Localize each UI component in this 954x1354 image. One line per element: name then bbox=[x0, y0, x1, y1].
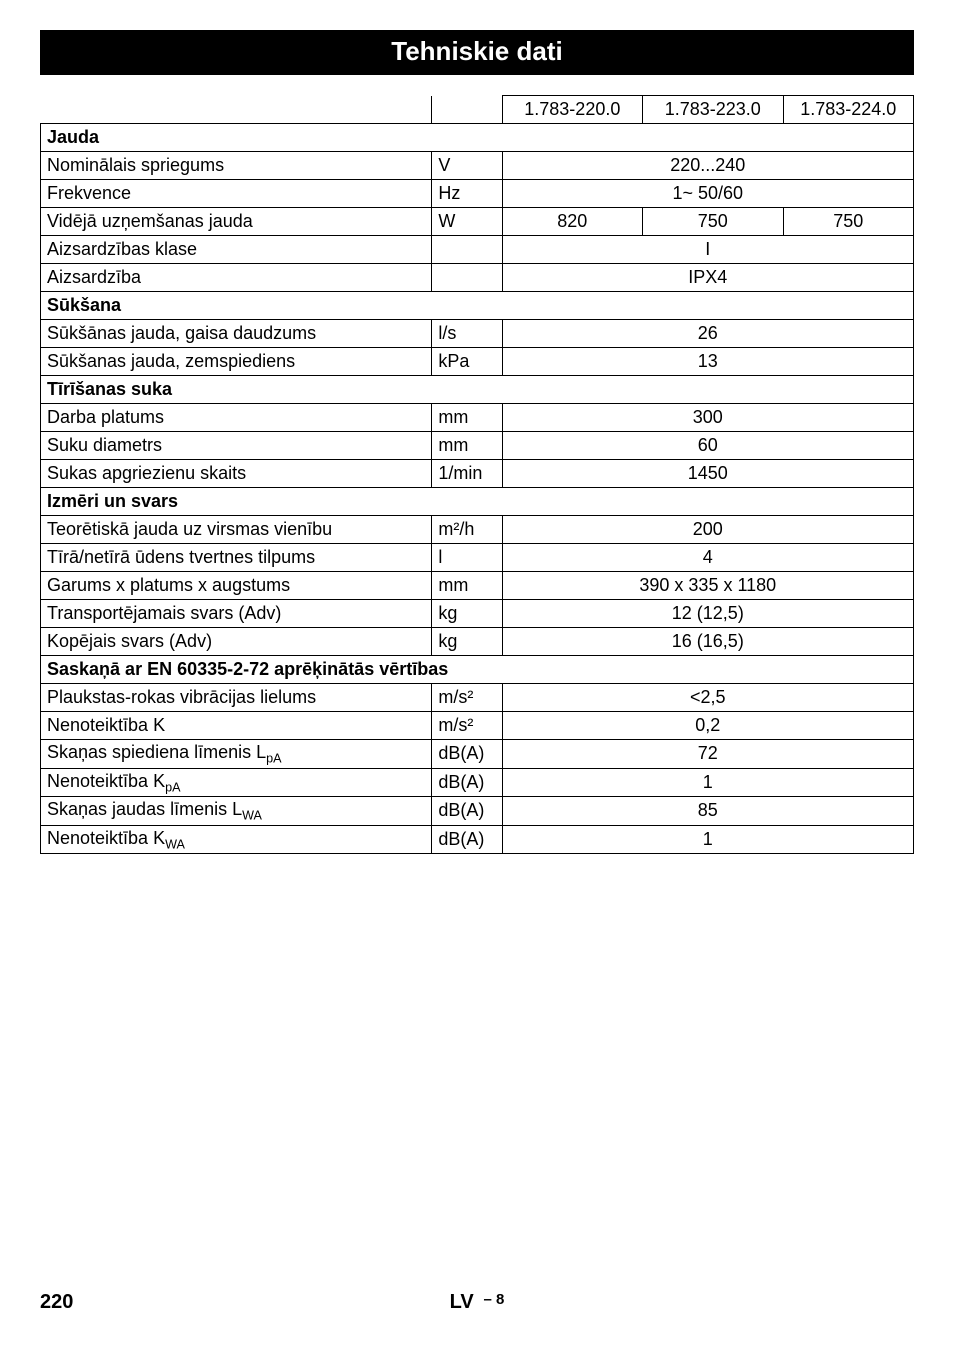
row-nenotKWA: Nenoteiktība KWA dB(A) 1 bbox=[41, 825, 914, 854]
row-nenotKpA: Nenoteiktība KpA dB(A) 1 bbox=[41, 768, 914, 797]
row-teoretiska: Teorētiskā jauda uz virsmas vienību m²/h… bbox=[41, 516, 914, 544]
section-sukshana: Sūkšana bbox=[41, 292, 914, 320]
model-col-2: 1.783-223.0 bbox=[643, 96, 783, 124]
section-saskana: Saskaņā ar EN 60335-2-72 aprēķinātās vēr… bbox=[41, 656, 914, 684]
section-jauda: Jauda bbox=[41, 124, 914, 152]
row-nenotK: Nenoteiktība K m/s² 0,2 bbox=[41, 712, 914, 740]
footer-lang: LV – 8 bbox=[450, 1291, 505, 1313]
row-aizklase: Aizsardzības klase I bbox=[41, 236, 914, 264]
row-garums: Garums x platums x augstums mm 390 x 335… bbox=[41, 572, 914, 600]
header-row: 1.783-220.0 1.783-223.0 1.783-224.0 bbox=[41, 96, 914, 124]
row-sukszems: Sūkšanas jauda, zemspiediens kPa 13 bbox=[41, 348, 914, 376]
row-skanasjaud: Skaņas jaudas līmenis LWA dB(A) 85 bbox=[41, 797, 914, 826]
row-kopejais: Kopējais svars (Adv) kg 16 (16,5) bbox=[41, 628, 914, 656]
row-sukasapg: Sukas apgriezienu skaits 1/min 1450 bbox=[41, 460, 914, 488]
footer-page-left: 220 bbox=[40, 1291, 73, 1314]
model-col-1: 1.783-220.0 bbox=[502, 96, 642, 124]
row-videja: Vidējā uzņemšanas jauda W 820 750 750 bbox=[41, 208, 914, 236]
page-footer: 220 LV – 8 bbox=[40, 1291, 914, 1314]
section-izmeri: Izmēri un svars bbox=[41, 488, 914, 516]
row-plaukstas: Plaukstas-rokas vibrācijas lielums m/s² … bbox=[41, 684, 914, 712]
page-title: Tehniskie dati bbox=[40, 30, 914, 75]
row-transport: Transportējamais svars (Adv) kg 12 (12,5… bbox=[41, 600, 914, 628]
row-darba: Darba platums mm 300 bbox=[41, 404, 914, 432]
row-suksgaisa: Sūkšānas jauda, gaisa daudzums l/s 26 bbox=[41, 320, 914, 348]
spec-table: 1.783-220.0 1.783-223.0 1.783-224.0 Jaud… bbox=[40, 95, 914, 854]
row-aiz: Aizsardzība IPX4 bbox=[41, 264, 914, 292]
row-tira: Tīrā/netīrā ūdens tvertnes tilpums l 4 bbox=[41, 544, 914, 572]
row-nominal: Nominālais spriegums V 220...240 bbox=[41, 152, 914, 180]
row-frekvence: Frekvence Hz 1~ 50/60 bbox=[41, 180, 914, 208]
row-suku: Suku diametrs mm 60 bbox=[41, 432, 914, 460]
row-skanaspied: Skaņas spiediena līmenis LpA dB(A) 72 bbox=[41, 740, 914, 769]
model-col-3: 1.783-224.0 bbox=[783, 96, 913, 124]
section-tirishanas: Tīrīšanas suka bbox=[41, 376, 914, 404]
